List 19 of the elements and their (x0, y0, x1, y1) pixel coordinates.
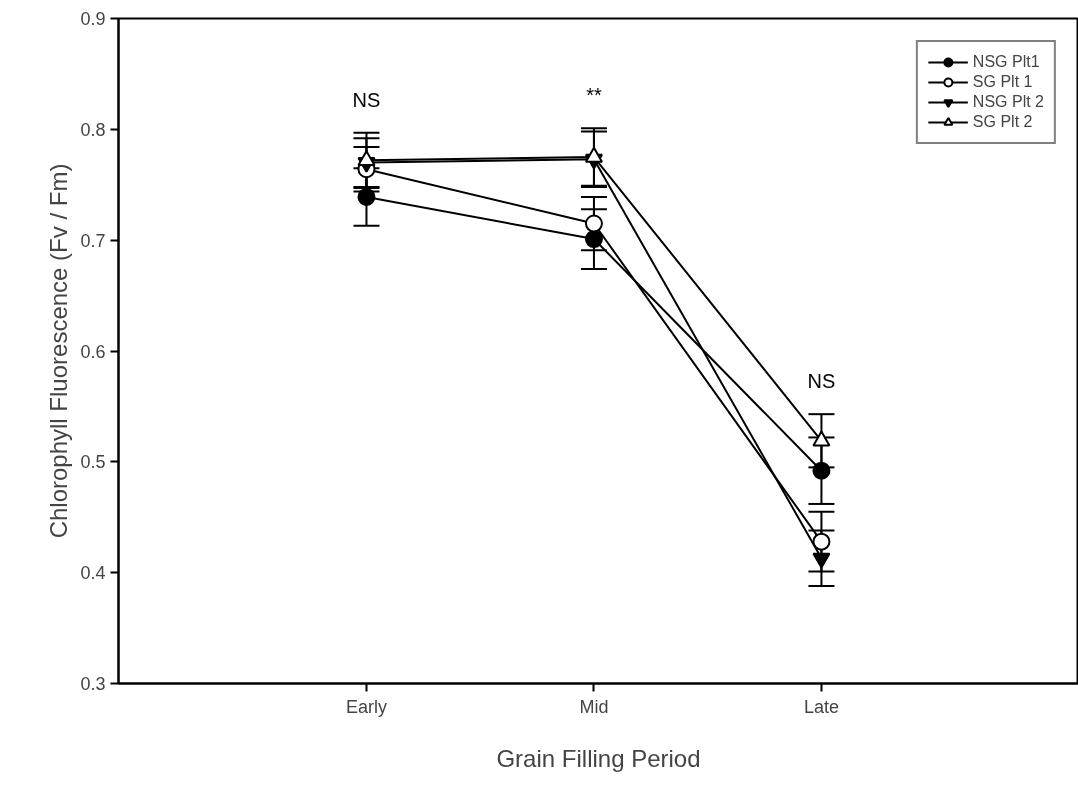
x-tick-label: Early (345, 696, 387, 717)
legend-label: SG Plt 2 (972, 113, 1033, 131)
legend-label: NSG Plt1 (972, 53, 1040, 71)
y-axis-title: Chlorophyll Fluorescence (Fv / Fm) (45, 163, 73, 539)
y-tick-label: 0.4 (80, 563, 106, 584)
y-tick-label: 0.9 (80, 9, 106, 29)
x-axis-title: Grain Filling Period (496, 744, 701, 772)
annotation: NS (807, 370, 836, 393)
x-tick-label: Late (803, 696, 839, 717)
legend-label: NSG Plt 2 (972, 93, 1044, 111)
y-tick-label: 0.5 (80, 452, 106, 473)
y-tick-label: 0.7 (80, 230, 106, 251)
annotation: ** (586, 84, 602, 107)
y-tick-label: 0.8 (80, 119, 106, 140)
y-tick-label: 0.3 (80, 674, 106, 694)
annotation: NS (352, 88, 381, 111)
y-tick-label: 0.6 (80, 341, 106, 362)
x-tick-label: Mid (579, 696, 609, 717)
legend-label: SG Plt 1 (972, 73, 1033, 91)
